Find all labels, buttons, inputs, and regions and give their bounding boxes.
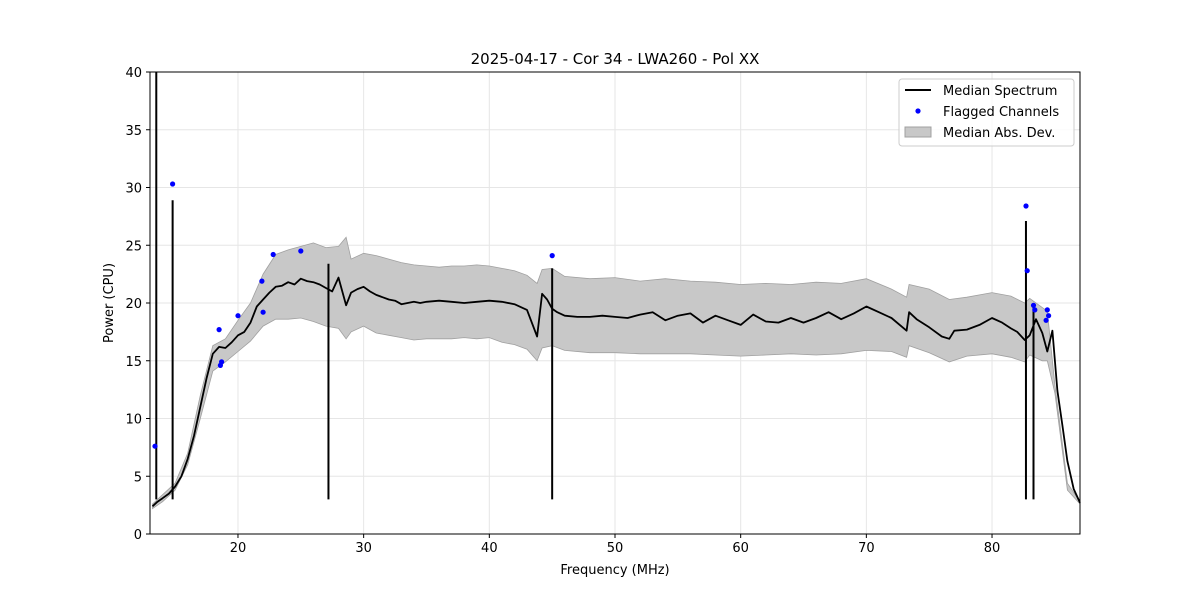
x-tick-label: 70 <box>858 541 875 556</box>
y-axis-ticks: 0 5 10 15 20 25 30 35 40 <box>125 66 150 543</box>
mad-band <box>152 236 1081 510</box>
flagged-point <box>170 181 176 187</box>
median-line-group <box>151 72 1081 507</box>
flagged-point <box>549 253 555 259</box>
y-tick-label: 20 <box>125 297 142 312</box>
legend-flagged-swatch <box>915 108 921 114</box>
flagged-point <box>1024 268 1030 274</box>
x-tick-label: 80 <box>984 541 1001 556</box>
legend-median-label: Median Spectrum <box>943 84 1057 99</box>
flagged-point <box>219 359 225 365</box>
mad-band-group <box>152 236 1081 510</box>
legend-mad-swatch <box>904 126 932 138</box>
median-spectrum-line <box>151 276 1081 507</box>
flagged-point <box>260 309 266 315</box>
flagged-point <box>1030 302 1037 308</box>
x-tick-label: 30 <box>355 541 372 556</box>
flagged-point <box>1044 307 1050 313</box>
flagged-point <box>270 251 276 258</box>
legend-flagged-label: Flagged Channels <box>943 105 1059 120</box>
flagged-point <box>1043 317 1049 323</box>
x-tick-label: 50 <box>607 541 624 556</box>
legend-mad-label: Median Abs. Dev. <box>943 126 1055 141</box>
flagged-point <box>216 327 222 333</box>
y-tick-label: 15 <box>125 355 142 370</box>
flagged-point <box>1023 203 1029 209</box>
flagged-point <box>259 278 265 284</box>
flagged-point <box>235 313 241 319</box>
y-tick-label: 25 <box>125 239 142 254</box>
legend: Median Spectrum Flagged Channels Median … <box>898 78 1075 147</box>
y-tick-label: 35 <box>125 124 142 139</box>
y-tick-label: 30 <box>125 182 142 197</box>
flagged-point <box>1046 313 1052 319</box>
x-tick-label: 60 <box>732 541 749 556</box>
y-tick-label: 5 <box>134 470 142 485</box>
y-axis-label: Power (CPU) <box>102 263 117 343</box>
chart-title: 2025-04-17 - Cor 34 - LWA260 - Pol XX <box>471 50 760 68</box>
x-axis-ticks: 20 30 40 50 60 70 80 <box>230 534 1001 556</box>
x-tick-label: 40 <box>481 541 498 556</box>
y-tick-label: 0 <box>134 528 142 543</box>
x-tick-label: 20 <box>230 541 247 556</box>
flagged-points-group <box>152 181 1052 449</box>
flagged-point <box>152 443 158 449</box>
y-tick-label: 10 <box>125 413 142 428</box>
x-axis-label: Frequency (MHz) <box>560 563 669 578</box>
legend-box <box>898 78 1075 147</box>
y-tick-label: 40 <box>125 66 142 81</box>
flagged-point <box>1032 307 1038 313</box>
flagged-point <box>298 248 304 254</box>
